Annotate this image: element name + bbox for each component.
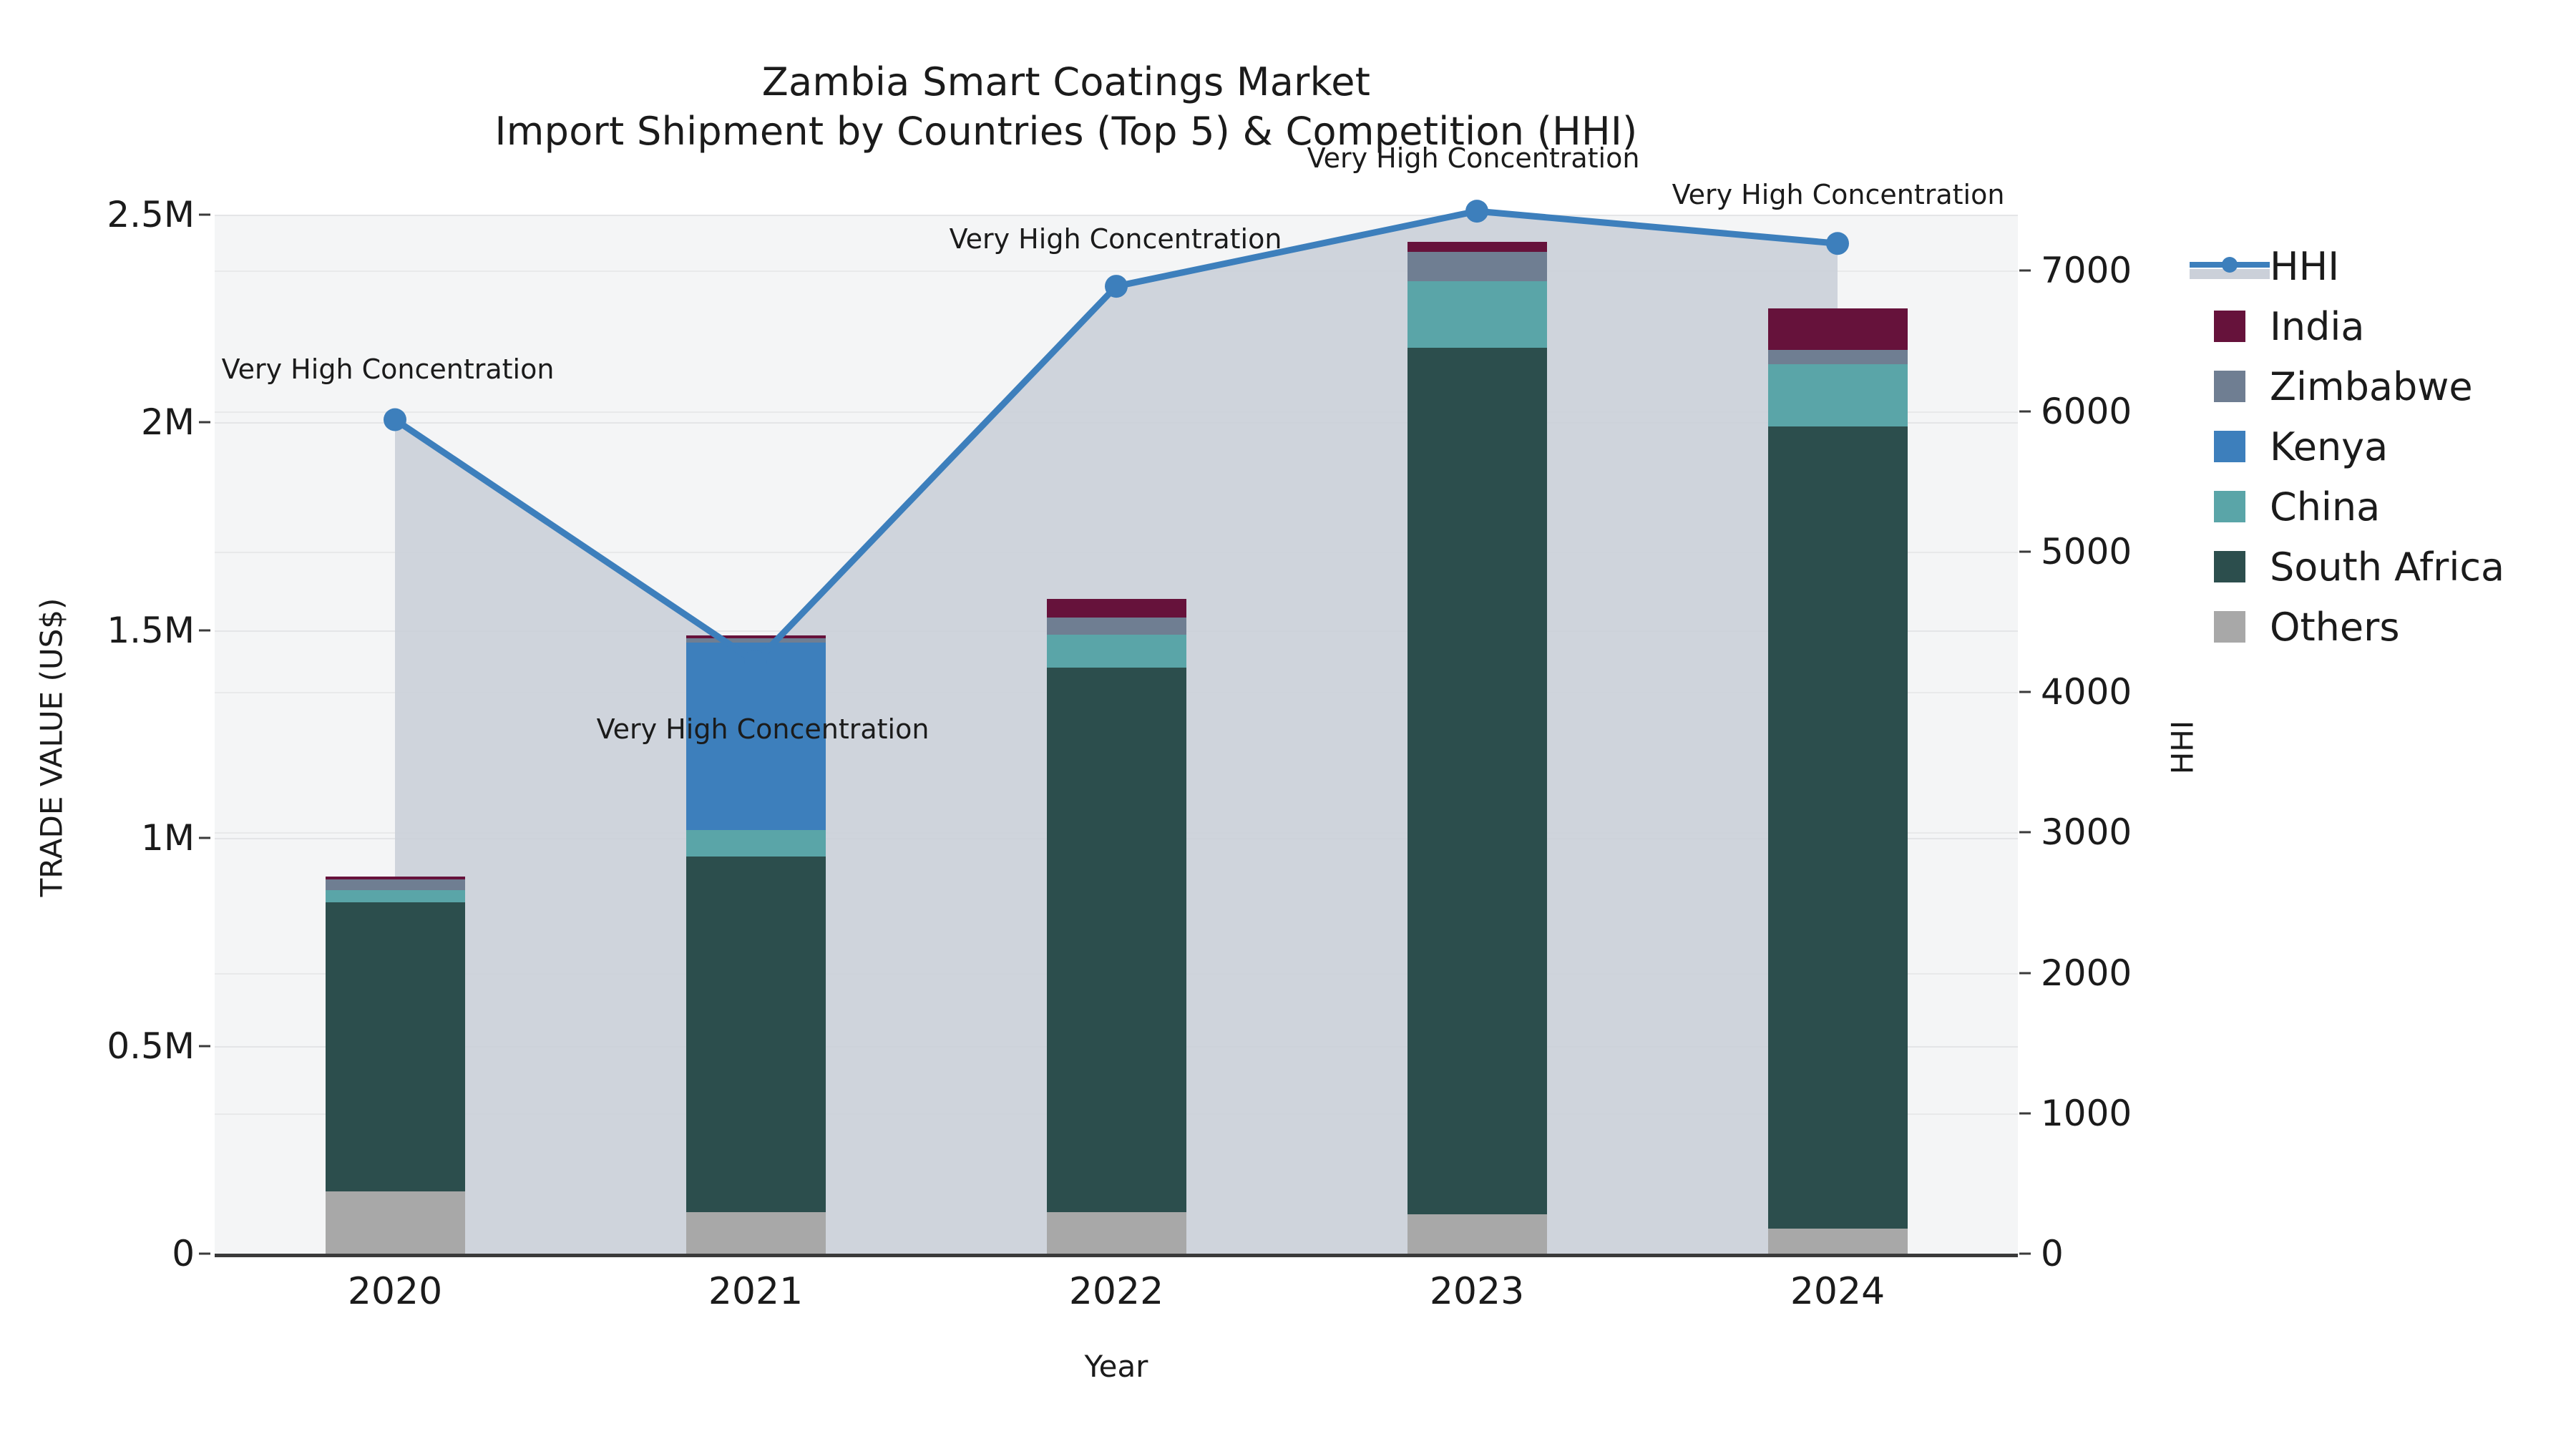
y-axis-right-tick-label: 7000 [2041,250,2132,292]
legend-item-kenya[interactable]: Kenya [2190,416,2504,477]
bar-segment-china[interactable] [1767,364,1908,427]
bar-segment-india[interactable] [1767,308,1908,350]
bar-segment-zimbabwe[interactable] [1046,618,1186,635]
bar-segment-china[interactable] [1046,634,1186,668]
y-axis-right-tick-mark [2019,410,2031,413]
y-axis-right-tick-mark [2019,1112,2031,1115]
bar-segment-china[interactable] [325,889,465,903]
legend-item-south-africa[interactable]: South Africa [2190,537,2504,597]
legend-item-label: Zimbabwe [2270,364,2473,409]
x-axis-tick-label: 2022 [1068,1270,1164,1313]
legend-item-zimbabwe[interactable]: Zimbabwe [2190,356,2504,416]
legend-swatch-icon [2214,371,2245,402]
y-axis-right-tick-mark [2019,269,2031,272]
y-axis-right-tick-mark [2019,691,2031,693]
bar-segment-zimbabwe[interactable] [1407,252,1547,281]
legend-line-marker-icon [2190,250,2270,282]
y-axis-right-tick-mark [2019,550,2031,553]
x-axis-tick-label: 2021 [708,1270,804,1313]
y-axis-right-tick-label: 4000 [2041,671,2132,713]
y-axis-left-title: TRADE VALUE (US$) [34,597,69,897]
y-axis-right-tick-label: 1000 [2041,1092,2132,1134]
x-axis-tick-label: 2024 [1790,1270,1885,1313]
bar-group[interactable] [1767,215,1908,1254]
y-axis-right-tick-mark [2019,831,2031,834]
annotation-label: Very High Concentration [949,223,1282,255]
y-axis-right-title: HHI [2165,720,2200,775]
bar-group[interactable] [1046,215,1186,1254]
y-axis-right-tick-label: 6000 [2041,390,2132,432]
legend-swatch-icon [2214,311,2245,342]
annotation-label: Very High Concentration [1307,142,1640,175]
legend-item-label: Kenya [2270,424,2389,469]
y-axis-left-tick-label: 0 [172,1233,195,1274]
bar-group[interactable] [1407,215,1547,1254]
legend-item-label: South Africa [2270,544,2505,590]
y-axis-left-tick-mark [199,1252,210,1255]
bar-group[interactable] [325,215,465,1254]
bar-segment-china[interactable] [686,829,826,857]
bar-segment-others[interactable] [325,1191,465,1254]
y-axis-left-tick-label: 1M [141,817,195,859]
y-axis-right-tick-label: 0 [2041,1233,2064,1274]
bar-segment-south-africa[interactable] [325,902,465,1191]
y-axis-left-tick-mark [199,421,210,424]
bar-segment-others[interactable] [686,1211,826,1254]
legend-item-label: India [2270,303,2365,349]
y-axis-left-tick-label: 2.5M [107,194,195,235]
legend-swatch-icon [2214,551,2245,582]
x-axis-tick-label: 2023 [1429,1270,1525,1313]
bar-segment-kenya[interactable] [686,643,826,830]
legend-item-label: Others [2270,604,2400,650]
bar-segment-others[interactable] [1046,1211,1186,1254]
legend-item-china[interactable]: China [2190,477,2504,537]
annotation-label: Very High Concentration [221,353,555,386]
y-axis-right-tick-mark [2019,1252,2031,1255]
legend-swatch-icon [2214,611,2245,643]
x-axis-tick-label: 2020 [347,1270,443,1313]
legend-item-india[interactable]: India [2190,296,2504,356]
y-axis-left-tick-mark [199,836,210,839]
bar-group[interactable] [686,215,826,1254]
bar-segment-south-africa[interactable] [1046,668,1186,1212]
y-axis-left-tick-label: 2M [141,401,195,444]
annotation-label: Very High Concentration [1672,179,2005,211]
y-axis-right-tick-label: 3000 [2041,811,2132,854]
chart-title: Zambia Smart Coatings Market Import Ship… [0,57,2132,156]
title-line-2: Import Shipment by Countries (Top 5) & C… [494,109,1638,155]
y-axis-left-tick-label: 1.5M [107,609,195,651]
y-axis-right-tick-mark [2019,972,2031,975]
legend-item-label: China [2270,484,2381,530]
legend-swatch-icon [2214,491,2245,522]
bar-segment-india[interactable] [686,635,826,639]
legend-swatch-icon [2214,431,2245,462]
legend: HHI India Zimbabwe Kenya China South Africa Ot… [2190,236,2504,657]
bar-segment-south-africa[interactable] [1767,426,1908,1229]
bar-segment-zimbabwe[interactable] [325,879,465,890]
bar-segment-china[interactable] [1407,280,1547,348]
x-axis-line [215,1254,2018,1257]
y-axis-left-tick-mark [199,213,210,216]
bar-segment-india[interactable] [1046,599,1186,618]
x-axis-title: Year [1084,1349,1148,1384]
title-line-1: Zambia Smart Coatings Market [761,59,1371,104]
y-axis-left-tick-mark [199,1045,210,1048]
y-axis-right-tick-label: 5000 [2041,530,2132,572]
y-axis-left-tick-mark [199,629,210,632]
annotation-label: Very High Concentration [596,713,930,745]
bar-segment-others[interactable] [1767,1229,1908,1254]
bar-segment-india[interactable] [325,876,465,880]
bar-segment-zimbabwe[interactable] [686,638,826,643]
bar-segment-india[interactable] [1407,241,1547,253]
legend-item-label: HHI [2270,243,2340,289]
legend-item-hhi[interactable]: HHI [2190,236,2504,296]
y-axis-left-tick-label: 0.5M [107,1025,195,1067]
y-axis-right-tick-label: 2000 [2041,952,2132,994]
bar-segment-south-africa[interactable] [686,857,826,1212]
bar-segment-zimbabwe[interactable] [1767,349,1908,365]
bar-segment-others[interactable] [1407,1214,1547,1254]
bar-segment-south-africa[interactable] [1407,347,1547,1214]
legend-item-others[interactable]: Others [2190,597,2504,657]
